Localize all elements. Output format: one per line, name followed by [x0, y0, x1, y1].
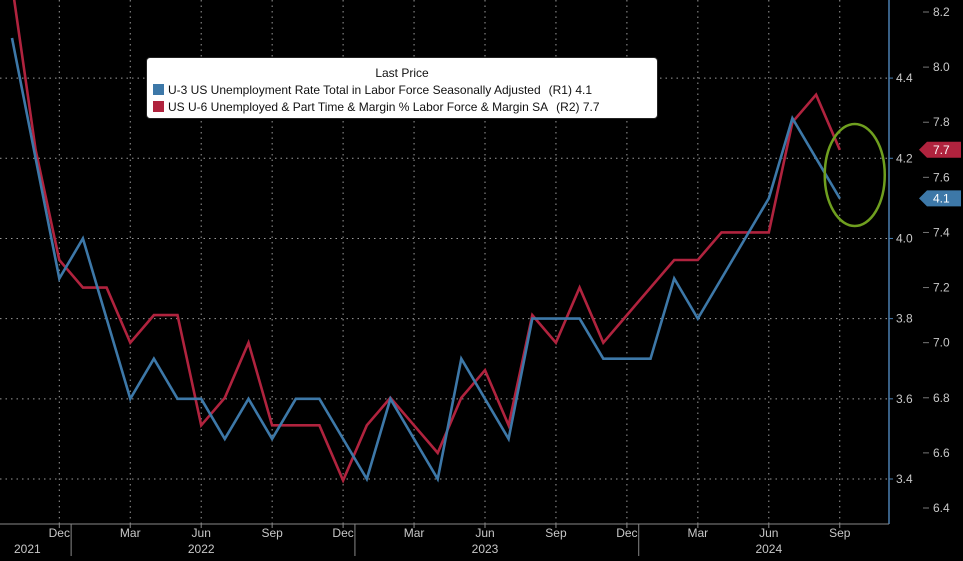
r1-tick-label: 3.8	[896, 312, 913, 326]
legend-last-u6: 7.7	[582, 100, 600, 114]
axes	[0, 0, 890, 525]
r2-tick-label: 6.4	[933, 501, 950, 515]
x-tick-label: Mar	[688, 526, 709, 540]
last-price-tag	[919, 190, 961, 207]
r2-tick-label: 6.6	[933, 446, 950, 460]
last-price-tag-label: 4.1	[933, 191, 950, 205]
r1-tick-label: 3.4	[896, 472, 913, 486]
r1-tick-label: 4.2	[896, 151, 913, 165]
legend-axis-u3: (R1)	[548, 83, 572, 97]
series	[10, 0, 841, 484]
legend-label-u6: US U-6 Unemployed & Part Time & Margin %…	[168, 100, 549, 114]
axis-ticks: 4.4 4.2 4.0 3.8 3.6 3.4 8.2 8.0 7.8 7.6 7.4 7.2 7.0 6…	[14, 5, 950, 556]
x-tick-label: Sep	[545, 526, 567, 540]
year-label: 2024	[755, 542, 782, 556]
r2-tick-label: 8.0	[933, 60, 950, 74]
legend: Last Price U-3 US Unemployment Rate Tota…	[146, 57, 658, 119]
legend-axis-u6: (R2)	[556, 100, 580, 114]
legend-entry-u3: U-3 US Unemployment Rate Total in Labor …	[153, 82, 592, 98]
x-tick-label: Jun	[192, 526, 211, 540]
u6-series-line	[12, 0, 841, 484]
r2-tick-label: 8.2	[933, 5, 950, 19]
r2-tick-label: 7.6	[933, 170, 950, 184]
year-label: 2021	[14, 542, 41, 556]
legend-swatch-u3	[153, 84, 164, 95]
legend-swatch-u6	[153, 101, 164, 112]
annotations	[823, 122, 886, 228]
highlight-ellipse	[823, 122, 886, 228]
year-label: 2022	[188, 542, 215, 556]
x-tick-label: Dec	[332, 526, 353, 540]
r1-tick-label: 4.4	[896, 71, 913, 85]
x-tick-label: Sep	[829, 526, 851, 540]
x-tick-label: Dec	[616, 526, 637, 540]
legend-label-u3: U-3 US Unemployment Rate Total in Labor …	[168, 83, 541, 97]
r1-tick-label: 4.0	[896, 231, 913, 245]
x-tick-label: Jun	[475, 526, 494, 540]
last-price-tag-label: 7.7	[933, 143, 950, 157]
r2-tick-label: 6.8	[933, 391, 950, 405]
x-tick-label: Dec	[49, 526, 70, 540]
x-tick-label: Sep	[261, 526, 283, 540]
r2-tick-label: 7.4	[933, 225, 950, 239]
r2-tick-label: 7.2	[933, 281, 950, 295]
last-price-tags: 7.7 4.1	[919, 141, 961, 207]
legend-last-u3: 4.1	[575, 83, 593, 97]
r2-tick-label: 7.0	[933, 336, 950, 350]
r1-tick-label: 3.6	[896, 392, 913, 406]
legend-title: Last Price	[375, 66, 429, 80]
x-tick-label: Mar	[404, 526, 425, 540]
year-label: 2023	[472, 542, 499, 556]
legend-entry-u6: US U-6 Unemployed & Part Time & Margin %…	[153, 99, 600, 115]
x-tick-label: Jun	[759, 526, 778, 540]
r2-tick-label: 7.8	[933, 115, 950, 129]
last-price-tag	[919, 141, 961, 158]
u3-series-line	[10, 37, 841, 483]
x-tick-label: Mar	[120, 526, 141, 540]
